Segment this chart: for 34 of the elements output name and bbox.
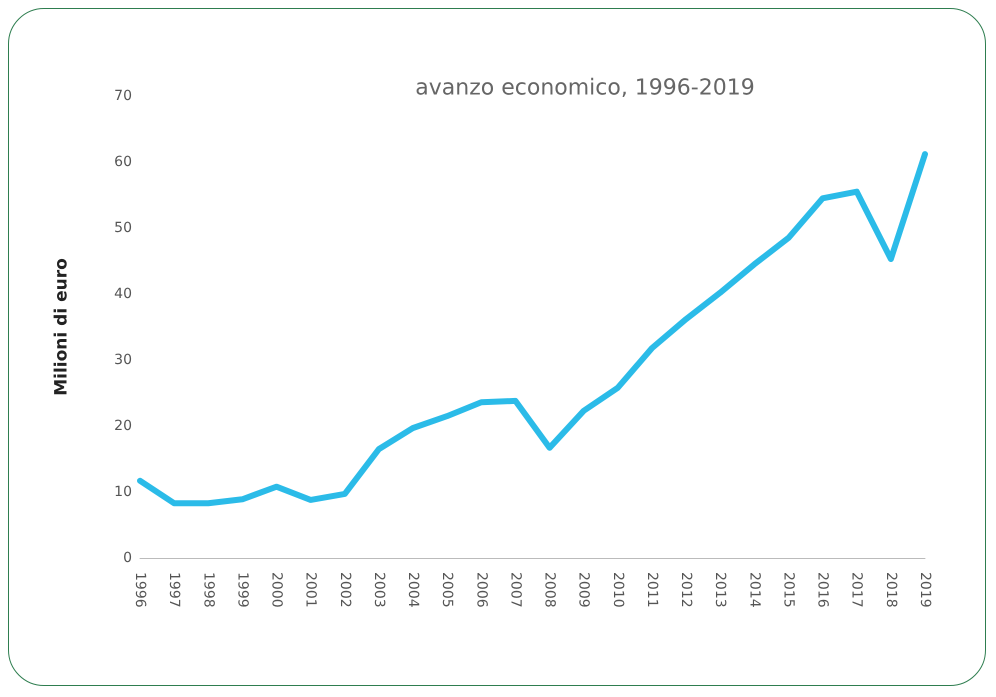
x-tick-label: 2019 [917,572,933,608]
x-tick-label: 2012 [678,572,694,608]
y-axis-title: Milioni di euro [52,258,72,396]
x-tick-label: 2014 [746,572,762,608]
x-tick-label: 2003 [370,572,387,608]
x-tick-label: 2009 [576,572,592,608]
x-tick-label: 2011 [644,572,660,608]
x-tick-label: 2004 [405,572,422,608]
x-tick-label: 2006 [473,572,490,608]
x-tick-label: 2017 [848,572,865,608]
y-tick-label: 50 [114,220,132,236]
x-tick-label: 2018 [882,572,899,608]
y-tick-label: 10 [114,484,132,500]
y-tick-label: 20 [114,418,132,434]
x-tick-label: 2010 [610,572,626,608]
x-tick-label: 1996 [132,572,148,608]
y-tick-label: 0 [123,550,132,566]
x-tick-label: 1997 [166,572,182,608]
x-tick-label: 2016 [814,572,831,608]
y-tick-label: 60 [114,154,132,170]
x-tick-label: 2005 [439,572,456,608]
x-tick-label: 2013 [712,572,728,608]
y-tick-label: 40 [114,286,132,302]
x-tick-label: 2008 [542,572,558,608]
x-tick-label: 2015 [780,572,796,608]
x-tick-label: 2007 [507,572,524,608]
y-tick-label: 30 [114,352,132,368]
x-tick-label: 1999 [234,572,250,608]
chart-title: avanzo economico, 1996-2019 [415,76,755,100]
x-tick-label: 1998 [200,572,216,608]
x-tick-label: 2000 [268,572,285,608]
y-tick-label: 70 [114,88,132,104]
x-tick-label: 2002 [336,572,353,608]
x-tick-label: 2001 [302,572,319,608]
